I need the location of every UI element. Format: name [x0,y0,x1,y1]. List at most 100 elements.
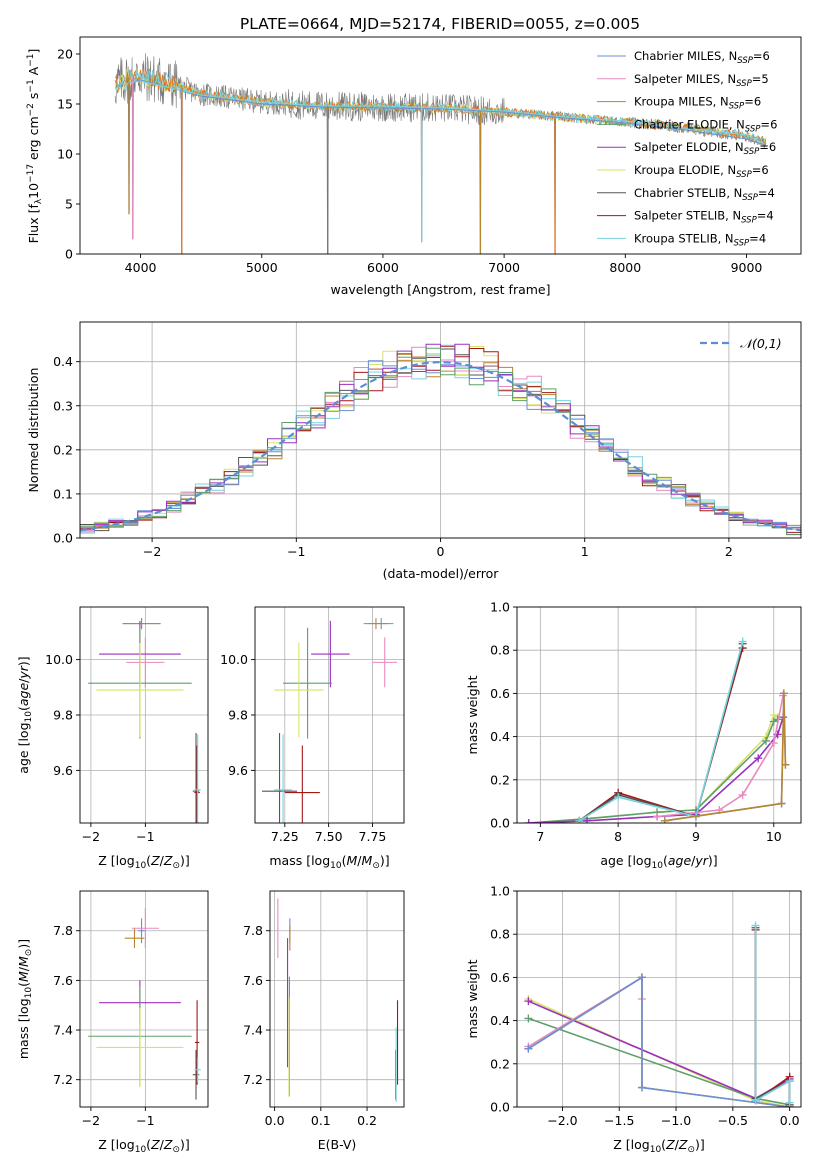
weight-marker [781,760,790,769]
x-axis-label: age [log10(age/yr)] [600,853,717,871]
y-tick-label: 0.4 [53,354,73,369]
legend-nssp: 4 [759,231,766,245]
plot-area [524,637,790,823]
plot-area [114,53,767,254]
weight-line [664,693,787,822]
x-axis-label: mass [log10(M/M⊙)] [269,853,389,871]
legend-sep: , N [713,95,729,109]
x-tick-label: 7000 [488,260,520,275]
legend-name: Kroupa ELODIE [634,163,720,177]
weight-marker [751,921,760,930]
x-tick-label: 7 [536,829,544,844]
weight-marker [660,816,669,823]
axes-frame [79,36,802,255]
y-tick-label: 7.4 [53,1023,73,1038]
legend-sub: SSP [734,238,750,248]
x-tick-label: −0.5 [718,1113,748,1128]
weight-marker [777,799,786,808]
y-axis-label: Normed distribution [26,368,41,493]
legend-name: Chabrier ELODIE [634,117,729,131]
y-tick-label: 9.8 [53,708,73,723]
legend-sep: , N [720,163,736,177]
x-tick-label: −2 [82,1113,100,1128]
x-tick-label: 5000 [246,260,278,275]
axes-frame [516,890,802,1108]
y-tick-label: 0.2 [490,772,510,787]
legend-eq: = [752,163,762,177]
y-tick-label: 7.8 [243,923,263,938]
y-tick-label: 5 [65,197,73,212]
x-tick-label: 0.2 [357,1113,377,1128]
age-vs-mass-panel: 7.25 7.50 7.75 9.6 9.8 10.0 mass [log10(M/M⊙)] [220,606,405,871]
legend-eq: = [753,49,763,63]
y-axis-label: mass weight [465,959,480,1038]
legend-sep: , N [725,209,741,223]
y-tick-label: 9.6 [53,763,73,778]
legend-name: Salpeter STELIB [634,209,725,223]
weight-marker [738,790,747,799]
y-tick-label: 0.2 [53,442,73,457]
legend-eq: = [758,186,768,200]
y-tick-label: 0.8 [490,927,510,942]
x-tick-label: 0.0 [780,1113,800,1128]
weight-line [527,975,790,1107]
plot-area [80,343,801,536]
legend-name: Kroupa MILES [634,95,713,109]
weight-vs-metallicity-panel: −2.0 −1.5 −1.0 −0.5 0.0 0.0 0.2 0.4 0.6 0.8 1.0 Z [… [465,884,802,1155]
x-tick-label: 4000 [125,260,157,275]
x-tick-label: 7.50 [315,829,343,844]
legend-label: Kroupa ELODIE, NSSP=6 [634,163,769,180]
legend-sep: , N [728,140,744,154]
axes-frame [79,321,802,539]
y-tick-label: 10 [57,147,73,162]
x-tick-label: −1.5 [604,1113,634,1128]
weight-marker [524,1044,533,1053]
residuals-panel: −2 −1 0 1 2 0.0 0.1 0.2 0.3 0.4 (data-model)/error… [26,321,802,581]
y-tick-label: 0.2 [490,1056,510,1071]
weight-marker [769,739,778,748]
legend-eq: = [757,209,767,223]
axes-frame [79,606,209,824]
weight-vs-age-panel: 7 8 9 10 0.0 0.2 0.4 0.6 0.8 1.0 age [log10(age/yr… [465,600,802,871]
legend-eq: = [752,72,762,86]
legend-name: Chabrier MILES [634,49,721,63]
legend-label: Chabrier STELIB, NSSP=4 [634,186,775,203]
x-tick-label: 6000 [367,260,399,275]
axes-frame [254,606,405,824]
legend-eq: = [760,117,770,131]
legend-name: Chabrier STELIB [634,186,726,200]
x-tick-label: 9 [692,829,700,844]
weight-line [657,695,784,818]
x-tick-label: 8 [614,829,622,844]
weight-marker [575,816,584,823]
legend-eq: = [744,95,754,109]
legend-sub: SSP [736,79,752,89]
weight-marker [524,997,533,1006]
mass-vs-metallicity-panel: −2 −1 7.2 7.4 7.6 7.8 Z [log10(Z/Z⊙)] mass [log… [16,890,209,1155]
weight-line [754,927,791,1105]
legend-label: 𝒩(0,1) [740,336,782,351]
plot-area [524,921,794,1107]
weight-line [528,1017,790,1106]
weight-marker [524,1014,533,1023]
y-tick-label: 0.0 [490,816,510,831]
axes-frame [269,890,405,1108]
y-tick-label: 0.0 [53,531,73,546]
legend-sub: SSP [745,124,761,134]
model-spectrum [114,69,767,148]
x-tick-label: 9000 [731,260,763,275]
series-line [116,79,765,146]
x-tick-label: 8000 [609,260,641,275]
weight-marker [614,793,623,802]
weight-marker [637,973,646,982]
y-axis-label: mass weight [465,675,480,754]
y-tick-label: 7.4 [243,1023,263,1038]
legend-label: Salpeter STELIB, NSSP=4 [634,209,774,226]
x-axis-label: Z [log10(Z/Z⊙)] [613,1137,705,1155]
legend-nssp: 4 [768,186,775,200]
weight-line [754,929,791,1107]
weight-marker [524,819,533,823]
y-tick-label: 1.0 [490,884,510,899]
legend-eq: = [749,231,759,245]
legend-nssp: 6 [769,140,776,154]
